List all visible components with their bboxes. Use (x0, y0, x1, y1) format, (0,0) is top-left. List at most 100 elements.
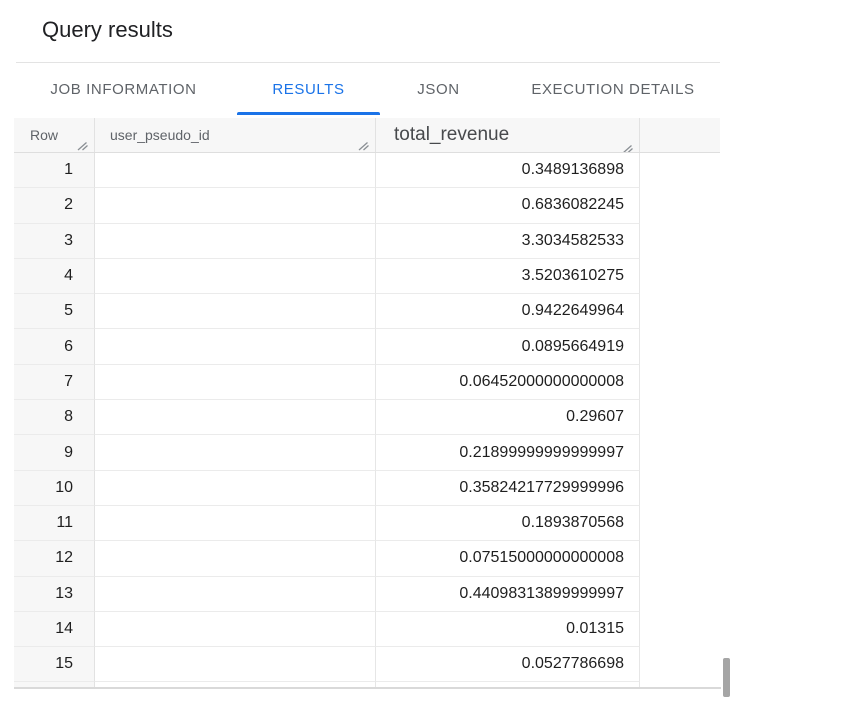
revenue-cell: 0.9422649964 (376, 294, 640, 330)
revenue-cell: 3.3034582533 (376, 223, 640, 259)
filler-cell (640, 471, 720, 506)
revenue-cell: 0.44098313899999997 (376, 576, 640, 612)
revenue-cell: 0.01315 (376, 611, 640, 648)
table-row: 13 0.44098313899999997 (14, 576, 720, 612)
user-pseudo-id-cell (95, 611, 376, 648)
header-cell-user-pseudo-id: user_pseudo_id (95, 118, 376, 152)
user-pseudo-id-cell (95, 364, 376, 401)
row-number-cell: 7 (14, 364, 95, 401)
user-pseudo-id-cell (95, 400, 376, 436)
user-pseudo-id-cell (95, 329, 376, 365)
filler-cell (640, 259, 720, 294)
tab-label: EXECUTION DETAILS (531, 80, 695, 98)
row-number-cell: 15 (14, 647, 95, 683)
header-cell-row: Row (14, 118, 95, 152)
clipped-next-row (14, 682, 720, 688)
column-resize-icon[interactable] (622, 138, 634, 152)
tab-execution-details[interactable]: EXECUTION DETAILS (506, 63, 720, 115)
row-number-cell: 3 (14, 223, 95, 259)
header-cell-total-revenue: total_revenue (376, 118, 640, 152)
filler-cell (640, 153, 720, 188)
row-number-cell: 8 (14, 400, 95, 436)
table-row: 9 0.21899999999999997 (14, 435, 720, 471)
table-row: 12 0.07515000000000008 (14, 541, 720, 577)
column-label: Row (30, 127, 59, 143)
table-body: 1 0.3489136898 2 0.6836082245 3 3.303458… (14, 153, 720, 683)
revenue-cell: 3.5203610275 (376, 258, 640, 295)
filler-cell (640, 365, 720, 400)
page-title: Query results (42, 17, 173, 42)
table-row: 5 0.9422649964 (14, 294, 720, 330)
table-row: 7 0.06452000000000008 (14, 364, 720, 401)
filler-cell (640, 294, 720, 329)
table-row: 14 0.01315 (14, 611, 720, 648)
filler-cell (640, 612, 720, 647)
row-number-cell: 1 (14, 153, 95, 189)
header-cell-empty (640, 118, 720, 152)
tab-bar: JOB INFORMATION RESULTS JSON EXECUTION D… (16, 62, 720, 115)
revenue-cell: 0.06452000000000008 (376, 364, 640, 401)
revenue-cell: 0.3489136898 (376, 153, 640, 189)
tab-json[interactable]: JSON (391, 63, 486, 115)
user-pseudo-id-cell (95, 470, 376, 506)
active-tab-indicator (237, 112, 380, 115)
user-pseudo-id-cell (95, 188, 376, 224)
user-pseudo-id-cell (95, 294, 376, 330)
filler-cell (640, 188, 720, 223)
filler-cell (640, 329, 720, 364)
user-pseudo-id-cell (95, 541, 376, 577)
tab-label: JSON (417, 80, 460, 98)
row-number-cell: 14 (14, 611, 95, 648)
row-number-cell: 5 (14, 294, 95, 330)
revenue-cell: 0.1893870568 (376, 505, 640, 542)
user-pseudo-id-cell (95, 576, 376, 612)
row-number-cell: 12 (14, 541, 95, 577)
row-number-cell: 6 (14, 329, 95, 365)
filler-cell (640, 647, 720, 682)
row-number-cell: 9 (14, 435, 95, 471)
revenue-cell: 0.35824217729999996 (376, 470, 640, 506)
user-pseudo-id-cell (95, 435, 376, 471)
table-header: Row user_pseudo_id total_revenue (14, 118, 720, 153)
filler-cell (640, 224, 720, 259)
user-pseudo-id-cell (95, 223, 376, 259)
table-bottom-divider (14, 687, 721, 689)
user-pseudo-id-cell (95, 258, 376, 295)
filler-cell (640, 506, 720, 541)
tab-job-information[interactable]: JOB INFORMATION (18, 63, 229, 115)
revenue-cell: 0.6836082245 (376, 188, 640, 224)
table-row: 8 0.29607 (14, 400, 720, 436)
table-row: 6 0.0895664919 (14, 329, 720, 365)
column-label: total_revenue (394, 124, 510, 145)
results-table: Row user_pseudo_id total_revenue (14, 118, 720, 688)
column-resize-icon[interactable] (358, 138, 370, 151)
user-pseudo-id-cell (95, 505, 376, 542)
tab-results[interactable]: RESULTS (237, 63, 380, 115)
vertical-scrollbar-thumb[interactable] (723, 658, 730, 697)
tab-label: JOB INFORMATION (50, 80, 197, 98)
revenue-cell: 0.29607 (376, 400, 640, 436)
table-row: 15 0.0527786698 (14, 647, 720, 683)
table-row: 2 0.6836082245 (14, 188, 720, 224)
tab-label: RESULTS (272, 80, 345, 98)
filler-cell (640, 435, 720, 470)
table-row: 3 3.3034582533 (14, 223, 720, 259)
revenue-cell: 0.07515000000000008 (376, 541, 640, 577)
row-number-cell: 13 (14, 576, 95, 612)
column-resize-icon[interactable] (77, 138, 89, 151)
user-pseudo-id-cell (95, 647, 376, 683)
table-row: 4 3.5203610275 (14, 258, 720, 295)
revenue-cell: 0.0527786698 (376, 647, 640, 683)
row-number-cell: 4 (14, 258, 95, 295)
revenue-cell: 0.0895664919 (376, 329, 640, 365)
revenue-cell: 0.21899999999999997 (376, 435, 640, 471)
table-row: 10 0.35824217729999996 (14, 470, 720, 506)
row-number-cell: 10 (14, 470, 95, 506)
column-label: user_pseudo_id (110, 127, 210, 143)
filler-cell (640, 541, 720, 576)
row-number-cell: 11 (14, 505, 95, 542)
row-number-cell: 2 (14, 188, 95, 224)
table-row: 11 0.1893870568 (14, 505, 720, 542)
filler-cell (640, 577, 720, 612)
